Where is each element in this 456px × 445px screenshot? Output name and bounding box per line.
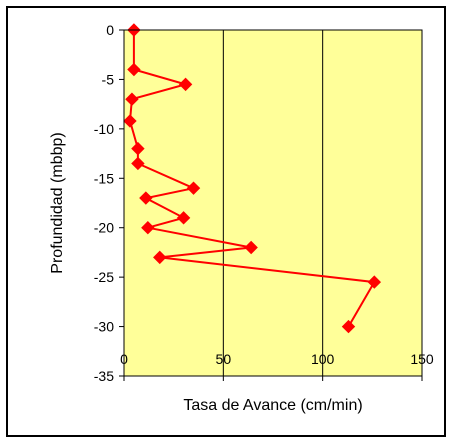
x-tick-label: 50: [216, 351, 232, 367]
y-tick-label: -20: [94, 220, 114, 236]
series-group: [123, 23, 382, 334]
data-point: [186, 181, 201, 195]
data-point: [176, 211, 191, 225]
data-point: [244, 240, 258, 255]
data-point: [141, 221, 155, 235]
data-point: [125, 92, 139, 106]
y-tick-label: -10: [94, 121, 114, 137]
y-tick-label: -25: [94, 269, 114, 285]
y-tick-label: -30: [94, 319, 114, 335]
data-point: [131, 156, 145, 171]
y-tick-label: -5: [102, 71, 115, 87]
y-axis-title: Profundidad (mbbp): [49, 132, 66, 273]
x-axis-title: Tasa de Avance (cm/min): [183, 397, 362, 414]
data-point: [127, 62, 141, 77]
data-point: [123, 114, 137, 128]
data-point: [131, 141, 145, 156]
grid-lines: [222, 30, 324, 376]
data-point: [139, 191, 153, 205]
y-tick-label: 0: [106, 22, 114, 38]
plot-border: [123, 29, 423, 377]
data-point: [341, 319, 356, 334]
x-tick-label: 100: [311, 351, 335, 367]
data-point: [153, 250, 167, 265]
y-tick-label: -15: [94, 170, 114, 186]
y-tick-label: -35: [94, 368, 114, 384]
data-point: [178, 77, 193, 92]
data-point: [367, 275, 382, 289]
y-axis-ticks: 0 -5 -10 -15 -20 -25 -30 -35: [94, 22, 124, 384]
plot-area: [124, 30, 422, 376]
